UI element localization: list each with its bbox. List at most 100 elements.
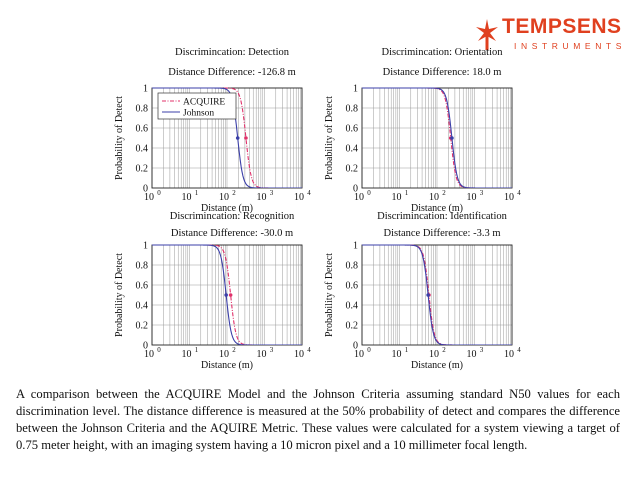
legend-entry: ACQUIRE <box>183 98 225 108</box>
y-tick-label: 0.6 <box>346 124 359 135</box>
y-tick-label: 0.8 <box>136 261 149 272</box>
y-tick-label: 0.4 <box>346 144 359 155</box>
brand-logo: TEMPSENS INSTRUMENTS <box>474 15 624 55</box>
marker-50-johnson <box>224 293 228 297</box>
x-tick-exponent: 0 <box>157 189 161 197</box>
chart-1: Discrimincation: Detection Distance Diffe… <box>114 47 311 214</box>
y-axis-label: Probability of Detect <box>114 96 125 180</box>
chart-subtitle: Distance Difference: -126.8 m <box>168 67 296 78</box>
x-axis-label: Distance (m) <box>201 360 253 371</box>
x-tick-exponent: 3 <box>480 189 484 197</box>
y-tick-label: 0.8 <box>346 261 359 272</box>
grid <box>151 245 302 345</box>
y-tick-label: 1 <box>353 241 358 252</box>
plot-frame <box>151 244 303 346</box>
x-tick-label: 10 <box>294 349 304 360</box>
x-tick-label: 10 <box>354 192 364 203</box>
x-axis-label: Distance (m) <box>411 360 463 371</box>
chart-title: Discrimincation: Recognition <box>170 211 295 222</box>
y-tick-label: 0.8 <box>346 104 359 115</box>
y-tick-label: 0.2 <box>136 164 149 175</box>
y-tick-label: 0 <box>353 341 358 352</box>
y-tick-label: 0.6 <box>346 281 359 292</box>
x-tick-exponent: 2 <box>442 189 446 197</box>
x-tick-label: 10 <box>257 349 267 360</box>
marker-50-johnson <box>450 136 454 140</box>
x-tick-label: 10 <box>219 349 229 360</box>
chart-title: Discrimincation: Detection <box>175 47 290 58</box>
x-axis-label: Distance (m) <box>201 203 253 214</box>
chart-title: Discrimincation: Orientation <box>381 47 503 58</box>
x-tick-exponent: 4 <box>517 346 521 354</box>
y-tick-label: 1 <box>143 241 148 252</box>
x-tick-label: 10 <box>182 349 192 360</box>
x-tick-exponent: 0 <box>367 189 371 197</box>
x-tick-exponent: 3 <box>270 189 274 197</box>
x-tick-exponent: 2 <box>442 346 446 354</box>
x-tick-label: 10 <box>504 192 514 203</box>
x-tick-exponent: 4 <box>307 189 311 197</box>
marker-50-johnson <box>235 136 240 140</box>
x-tick-label: 10 <box>467 349 477 360</box>
x-tick-exponent: 4 <box>307 346 311 354</box>
plot-frame <box>361 244 513 346</box>
x-tick-label: 10 <box>354 349 364 360</box>
x-axis-label: Distance (m) <box>411 203 463 214</box>
x-tick-exponent: 4 <box>517 189 521 197</box>
x-tick-label: 10 <box>392 349 402 360</box>
y-tick-label: 1 <box>353 84 358 95</box>
series-line-johnson <box>152 87 302 188</box>
y-tick-label: 0 <box>143 184 148 195</box>
chart-subtitle: Distance Difference: -3.3 m <box>383 228 500 239</box>
x-tick-label: 10 <box>392 192 402 203</box>
x-tick-label: 10 <box>144 349 154 360</box>
x-tick-label: 10 <box>504 349 514 360</box>
y-tick-label: 0.4 <box>136 144 149 155</box>
y-axis-label: Probability of Detect <box>324 96 335 180</box>
series-line-johnson <box>362 87 512 188</box>
x-tick-label: 10 <box>429 192 439 203</box>
x-tick-label: 10 <box>182 192 192 203</box>
y-tick-label: 0 <box>353 184 358 195</box>
x-tick-exponent: 1 <box>405 346 409 354</box>
grid <box>361 245 512 345</box>
grid <box>361 88 512 188</box>
brand-subtitle: INSTRUMENTS <box>514 41 626 51</box>
y-tick-label: 0.4 <box>136 301 149 312</box>
x-tick-exponent: 3 <box>270 346 274 354</box>
chart-3: Discrimincation: Recognition Distance Dif… <box>114 211 311 371</box>
x-tick-exponent: 0 <box>157 346 161 354</box>
tempsens-logo-icon <box>476 19 498 50</box>
y-tick-label: 0.8 <box>136 104 149 115</box>
marker-50-acquire <box>228 293 233 297</box>
y-axis-label: Probability of Detect <box>324 253 335 337</box>
y-tick-label: 0.2 <box>136 321 149 332</box>
y-tick-label: 0.2 <box>346 164 359 175</box>
charts-figure: Discrimincation: Detection Distance Diffe… <box>114 47 521 371</box>
chart-subtitle: Distance Difference: 18.0 m <box>383 67 502 78</box>
x-tick-label: 10 <box>294 192 304 203</box>
x-tick-exponent: 1 <box>195 346 199 354</box>
y-tick-label: 0.6 <box>136 124 149 135</box>
brand-name: TEMPSENS <box>502 15 622 38</box>
chart-title: Discrimincation: Identification <box>377 211 508 222</box>
x-tick-exponent: 2 <box>232 346 236 354</box>
x-tick-exponent: 3 <box>480 346 484 354</box>
x-tick-label: 10 <box>219 192 229 203</box>
marker-50-acquire <box>244 136 248 140</box>
y-tick-label: 0 <box>143 341 148 352</box>
chart-4: Discrimincation: Identification Distance … <box>324 211 521 371</box>
series-line-johnson <box>152 244 302 345</box>
x-tick-exponent: 1 <box>195 189 199 197</box>
figure-caption: A comparison between the ACQUIRE Model a… <box>16 387 620 452</box>
y-tick-label: 0.4 <box>346 301 359 312</box>
x-tick-label: 10 <box>144 192 154 203</box>
y-tick-label: 0.6 <box>136 281 149 292</box>
marker-50-johnson <box>426 293 430 297</box>
x-tick-label: 10 <box>429 349 439 360</box>
legend-entry: Johnson <box>183 109 214 119</box>
x-tick-exponent: 2 <box>232 189 236 197</box>
y-axis-label: Probability of Detect <box>114 253 125 337</box>
y-tick-label: 1 <box>143 84 148 95</box>
